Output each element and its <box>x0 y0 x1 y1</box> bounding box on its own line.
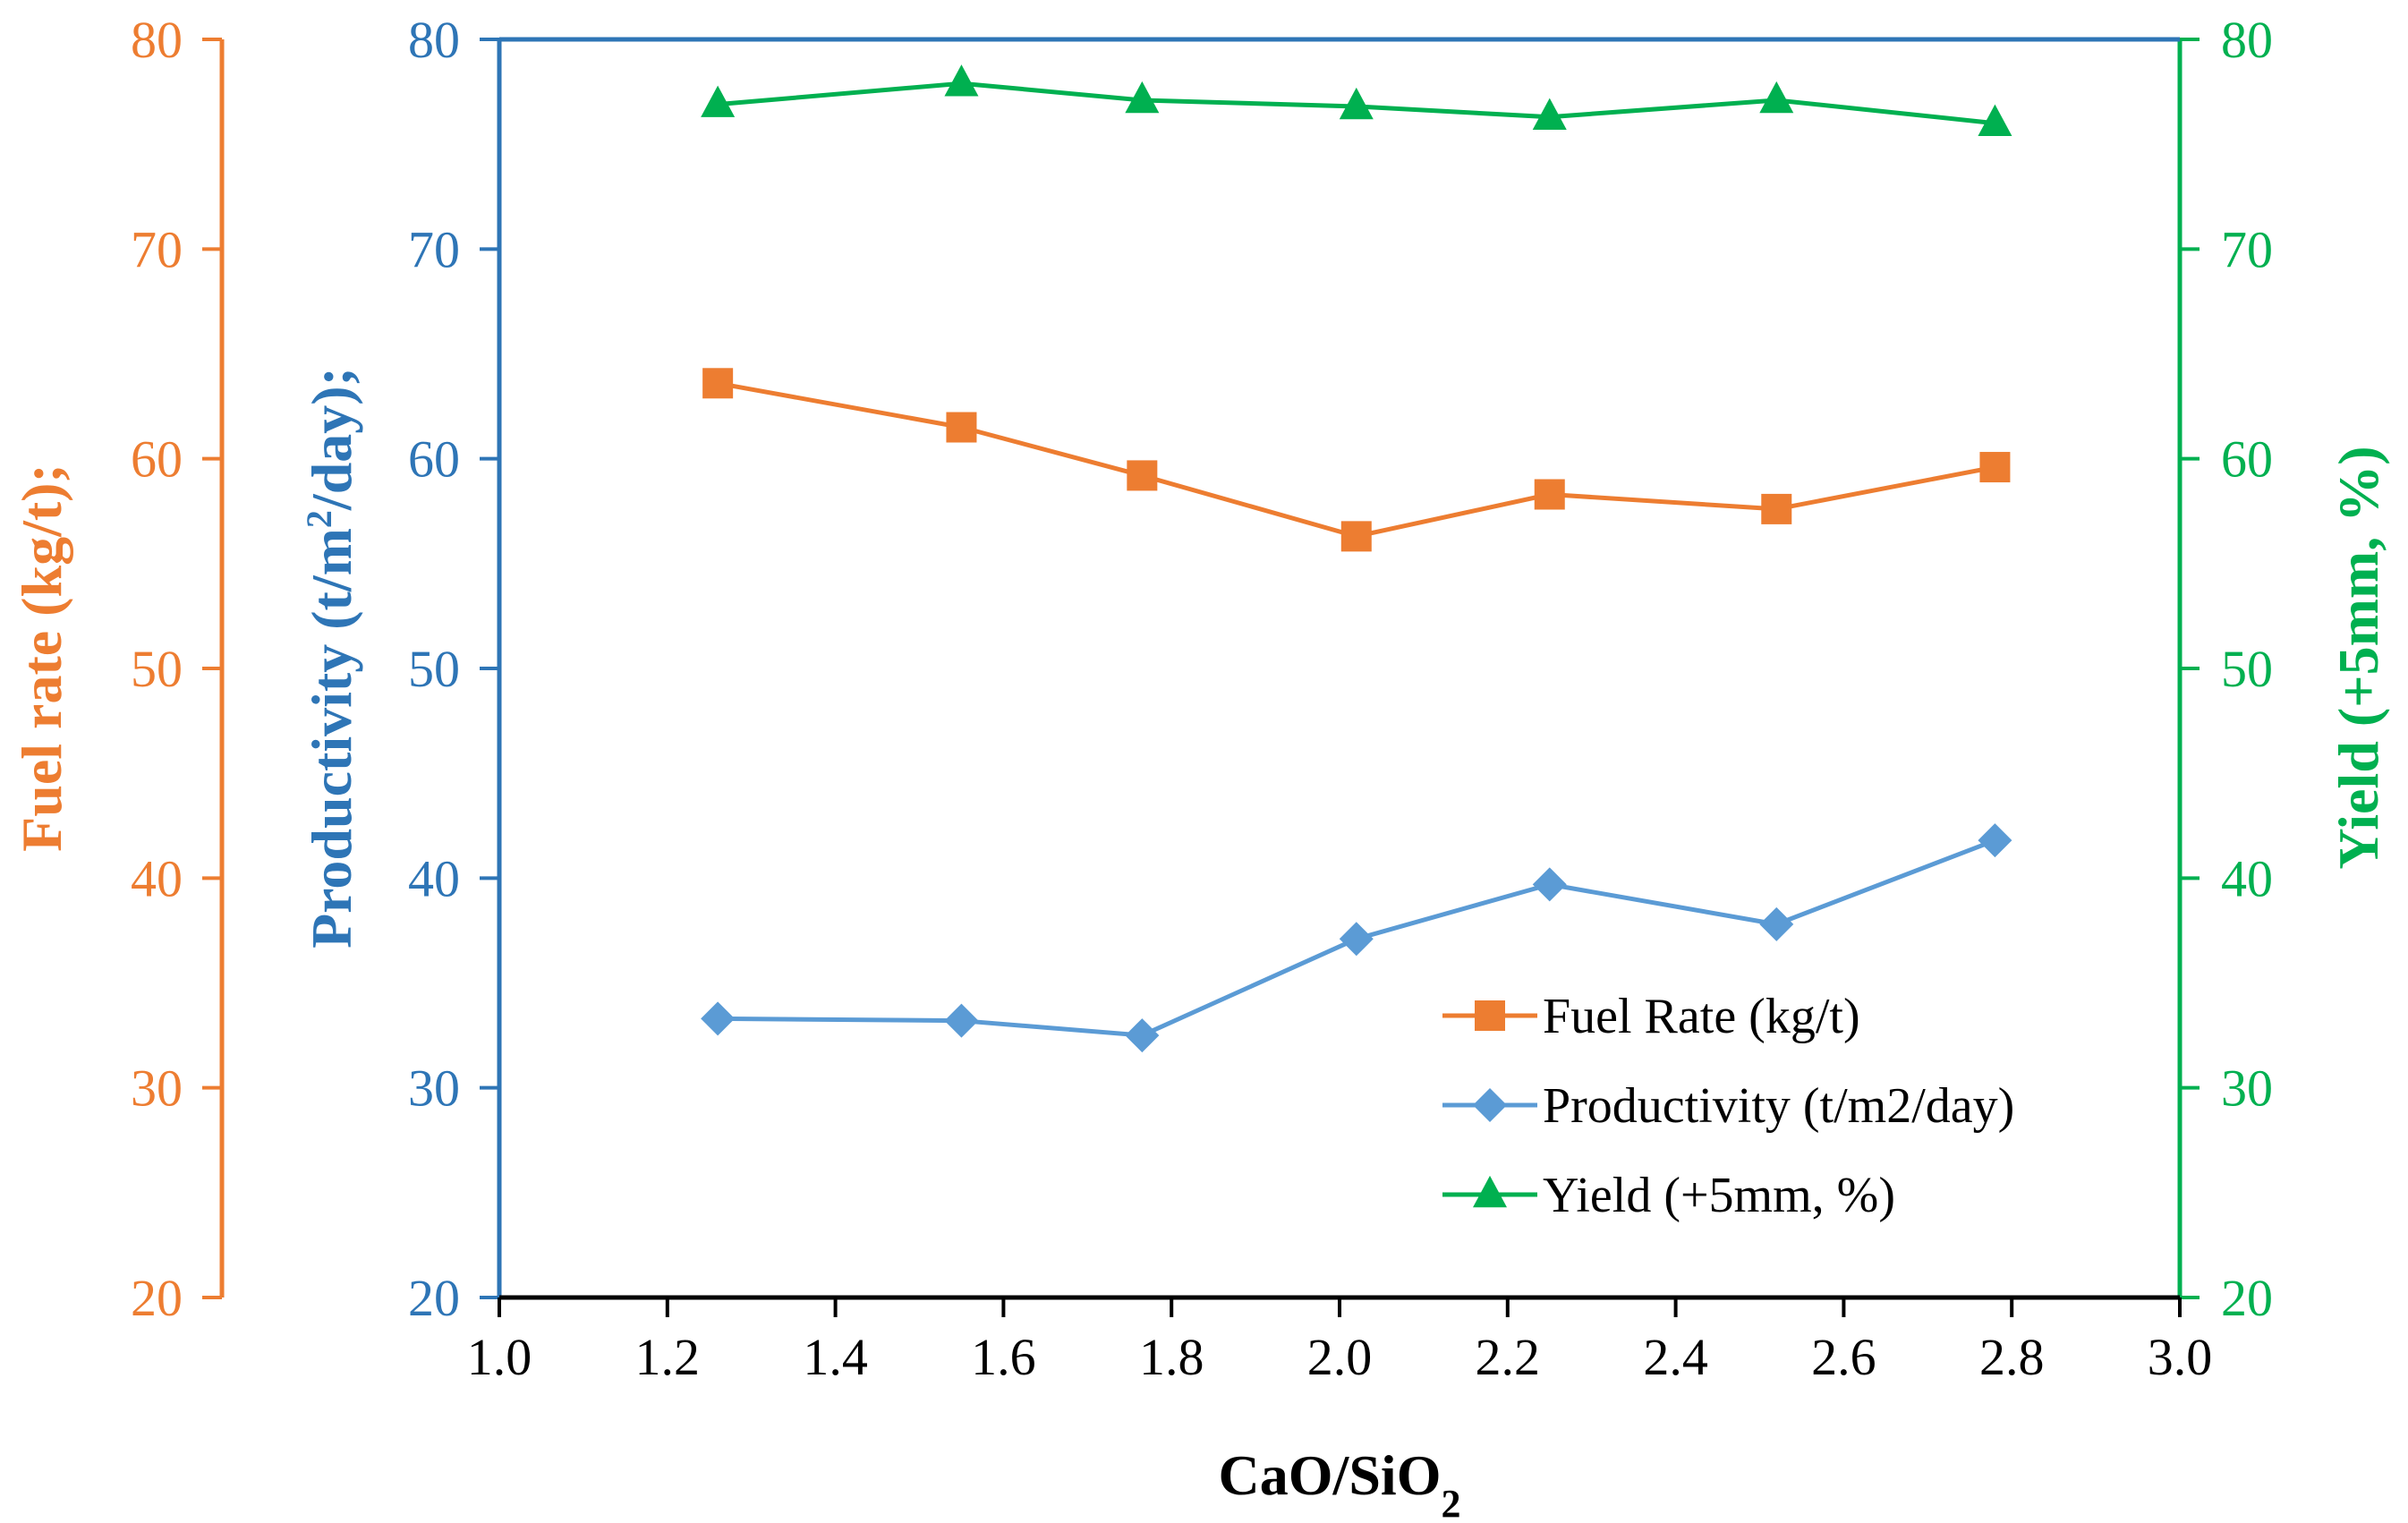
x-tick-label: 1.2 <box>635 1328 701 1386</box>
yield-tick-label: 70 <box>2221 220 2273 278</box>
productivity-axis-title-end: /day); <box>300 367 363 511</box>
productivity-point <box>1125 1018 1160 1053</box>
productivity-axis-title: Productivity (t/m2/day); <box>299 367 364 949</box>
x-axis-title-sub: 2 <box>1441 1482 1460 1523</box>
fuel-axis-title: Fuel rate (kg/t); <box>10 464 73 852</box>
legend-item: Fuel Rate (kg/t) <box>1442 989 1860 1044</box>
legend-label: Yield (+5mm, %) <box>1543 1168 1895 1223</box>
yield-tick-label: 50 <box>2221 640 2273 698</box>
productivity-point <box>701 1001 736 1036</box>
yield-point <box>1532 98 1567 130</box>
productivity-axis-title-main: Productivity (t/m <box>300 528 363 949</box>
productivity-axis-ticks: 20 30 40 50 60 70 80 <box>408 11 499 1327</box>
legend-label: Productivity (t/m2/day) <box>1543 1078 2014 1134</box>
legend: Fuel Rate (kg/t) Productivity (t/m2/day) Y… <box>1442 989 2014 1223</box>
fuel-point <box>702 368 734 399</box>
legend-label: Fuel Rate (kg/t) <box>1543 989 1860 1044</box>
yield-axis-ticks: 20 30 40 50 60 70 80 <box>2180 11 2273 1327</box>
yield-point <box>1759 81 1794 114</box>
productivity-tick-label: 20 <box>408 1269 460 1327</box>
productivity-tick-label: 40 <box>408 849 460 907</box>
fuel-point <box>946 412 977 443</box>
productivity-axis-title-sup: 2 <box>299 510 339 528</box>
yield-tick-label: 60 <box>2221 430 2273 489</box>
legend-swatch-marker <box>1475 1000 1505 1031</box>
x-tick-label: 1.4 <box>803 1328 868 1386</box>
fuel-point <box>1761 493 1792 524</box>
x-axis-ticks: 1.0 1.2 1.4 1.6 1.8 2.0 2.2 2.4 2.6 2.8 3.0 <box>467 1298 2213 1386</box>
yield-tick-label: 80 <box>2221 11 2273 69</box>
x-axis-title-main: CaO/SiO <box>1219 1443 1442 1507</box>
x-axis-title: CaO/SiO2 <box>1219 1443 1461 1523</box>
productivity-tick-label: 50 <box>408 640 460 698</box>
yield-tick-label: 20 <box>2221 1269 2273 1327</box>
series-fuel <box>702 368 2011 552</box>
productivity-point <box>944 1003 979 1038</box>
yield-tick-label: 30 <box>2221 1059 2273 1118</box>
fuel-tick-label: 80 <box>131 11 183 69</box>
fuel-axis-ticks: 20 30 40 50 60 70 80 <box>131 11 222 1327</box>
fuel-tick-label: 30 <box>131 1059 183 1118</box>
fuel-tick-label: 20 <box>131 1269 183 1327</box>
productivity-tick-label: 30 <box>408 1059 460 1118</box>
series-layer <box>701 64 2012 1053</box>
legend-item: Yield (+5mm, %) <box>1442 1168 1895 1223</box>
productivity-tick-label: 70 <box>408 220 460 278</box>
productivity-point <box>1532 867 1567 902</box>
yield-point <box>1125 81 1160 114</box>
series-productivity <box>701 823 2012 1053</box>
yield-point <box>1339 87 1374 120</box>
legend-swatch-marker <box>1473 1088 1507 1122</box>
legend-swatch-marker <box>1473 1175 1507 1208</box>
x-tick-label: 2.8 <box>1979 1328 2045 1386</box>
yield-tick-label: 40 <box>2221 849 2273 907</box>
x-tick-label: 2.6 <box>1811 1328 1876 1386</box>
yield-axis-title: Yield (+5mm, %) <box>2327 446 2390 869</box>
x-tick-label: 2.4 <box>1643 1328 1708 1386</box>
x-tick-label: 2.2 <box>1476 1328 1541 1386</box>
fuel-point <box>1127 460 1158 491</box>
yield-point <box>944 64 979 97</box>
fuel-tick-label: 70 <box>131 220 183 278</box>
x-tick-label: 1.6 <box>971 1328 1036 1386</box>
productivity-point <box>1978 823 2012 858</box>
productivity-point <box>1339 922 1374 957</box>
productivity-point <box>1759 906 1794 941</box>
fuel-tick-label: 40 <box>131 849 183 907</box>
x-tick-label: 2.0 <box>1307 1328 1373 1386</box>
fuel-tick-label: 60 <box>131 430 183 489</box>
x-tick-label: 1.8 <box>1139 1328 1204 1386</box>
fuel-tick-label: 50 <box>131 640 183 698</box>
yield-point <box>701 85 736 117</box>
x-tick-label: 1.0 <box>467 1328 532 1386</box>
yield-point <box>1978 104 2012 137</box>
productivity-tick-label: 80 <box>408 11 460 69</box>
fuel-point <box>1340 521 1372 552</box>
fuel-point <box>1534 479 1565 510</box>
x-tick-label: 3.0 <box>2148 1328 2213 1386</box>
productivity-tick-label: 60 <box>408 430 460 489</box>
fuel-point <box>1979 452 2011 483</box>
legend-item: Productivity (t/m2/day) <box>1442 1078 2014 1134</box>
series-yield <box>701 64 2012 137</box>
